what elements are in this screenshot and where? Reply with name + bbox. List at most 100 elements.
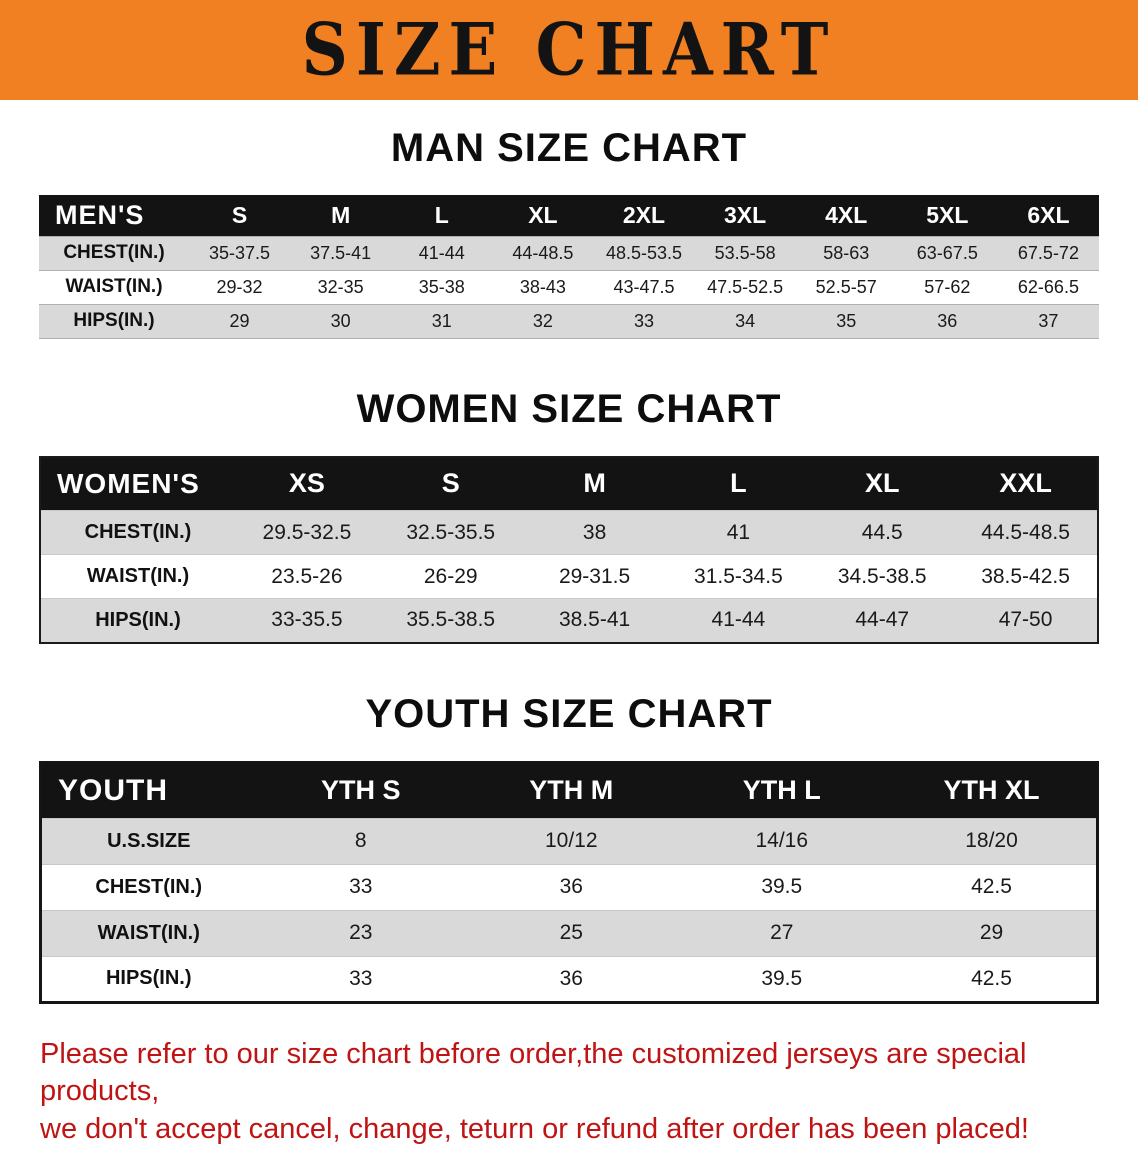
size-value-cell: 37 [1038,310,1059,331]
size-value-cell: 57-62 [924,276,971,297]
size-value-cell: 58-63 [823,242,870,263]
measurement-row: WAIST(IN.) 23 25 27 29 [40,910,1098,956]
size-value-cell: 34.5-38.5 [837,564,927,588]
size-column-header: YTH L [676,762,887,818]
size-value-cell: 67.5-72 [1017,242,1079,263]
row-label: U.S.SIZE [107,829,191,852]
size-column-header: 2XL [593,195,695,236]
men-size-table: MEN'S S M L XL 2XL 3XL 4XL 5XL 6XL CHEST(IN.) 35-37… [39,195,1099,339]
size-value-cell: 47.5-52.5 [707,276,784,297]
size-value-cell: 37.5-41 [310,242,372,263]
row-label: WAIST(IN.) [97,921,200,944]
row-label: HIPS(IN.) [105,967,192,989]
size-value-cell: 38 [582,520,607,544]
table-corner-label: WOMEN'S [40,456,235,511]
women-section: WOMEN SIZE CHART WOMEN'S XS S M L XL XXL CHEST(… [0,387,1138,644]
size-value-cell: 26-29 [423,564,478,588]
size-value-cell: 29 [979,921,1004,944]
size-value-cell: 52.5-57 [815,276,877,297]
size-column-header: L [391,195,493,236]
youth-section: YOUTH SIZE CHART YOUTH YTH S YTH M YTH L YTH… [0,692,1138,1004]
disclaimer-line-2: we don't accept cancel, change, teturn o… [40,1112,1029,1145]
size-value-cell: 23 [349,921,373,944]
size-value-cell: 18/20 [965,829,1018,852]
size-value-cell: 35-38 [418,276,465,297]
size-column-header: YTH M [466,762,677,818]
size-value-cell: 27 [770,921,794,944]
size-value-cell: 31.5-34.5 [694,564,783,588]
size-value-cell: 39.5 [761,875,803,898]
size-value-cell: 36 [937,310,958,331]
row-label: CHEST(IN.) [95,875,203,898]
size-column-header: L [666,456,811,511]
size-value-cell: 23.5-26 [271,564,343,588]
men-section: MAN SIZE CHART MEN'S S M L XL 2XL 3XL 4XL 5XL 6XL… [0,126,1138,339]
size-column-header: XL [492,195,594,236]
women-size-table: WOMEN'S XS S M L XL XXL CHEST(IN.) 29.5-32.5 32.5… [39,455,1099,644]
size-value-cell: 53.5-58 [714,242,776,263]
size-value-cell: 44.5 [861,520,903,544]
size-value-cell: 43-47.5 [613,276,675,297]
size-column-header: M [290,195,392,236]
size-value-cell: 38.5-41 [558,608,631,632]
size-value-cell: 35-37.5 [209,242,271,263]
size-value-cell: 41 [726,520,751,544]
size-column-header: XL [810,456,955,511]
size-value-cell: 33 [349,875,373,898]
size-value-cell: 48.5-53.5 [605,242,683,263]
size-value-cell: 32-35 [317,276,364,297]
table-header-row: WOMEN'S XS S M L XL XXL [40,456,1098,511]
size-column-header: XXL [954,456,1098,511]
size-value-cell: 33 [633,310,654,331]
size-value-cell: 25 [559,921,583,944]
size-value-cell: 44-47 [855,608,910,632]
measurement-row: U.S.SIZE 8 10/12 14/16 18/20 [40,818,1098,864]
size-column-header: 6XL [997,195,1099,236]
measurement-row: HIPS(IN.) 33 36 39.5 42.5 [40,956,1098,1002]
size-value-cell: 35.5-38.5 [406,608,496,632]
table-corner-label: MEN'S [39,195,189,236]
row-label: HIPS(IN.) [73,310,155,331]
size-column-header: YTH S [255,762,466,818]
size-column-header: M [522,456,667,511]
size-value-cell: 34 [735,310,756,331]
size-value-cell: 38.5-42.5 [981,564,1070,588]
men-heading: MAN SIZE CHART [390,126,748,170]
size-value-cell: 63-67.5 [916,242,978,263]
women-heading: WOMEN SIZE CHART [356,386,782,431]
size-column-header: 4XL [795,195,897,236]
size-value-cell: 62-66.5 [1017,276,1079,297]
size-column-header: XS [235,456,379,511]
size-column-header: S [378,456,523,511]
size-value-cell: 32 [532,310,553,331]
size-value-cell: 44.5-48.5 [981,520,1070,544]
size-value-cell: 39.5 [761,966,803,990]
row-label: WAIST(IN.) [86,565,190,587]
size-value-cell: 44-48.5 [512,242,574,263]
size-column-header: 5XL [896,195,998,236]
measurement-row: CHEST(IN.) 35-37.5 37.5-41 41-44 44-48.5 48.5… [39,236,1099,270]
measurement-row: CHEST(IN.) 33 36 39.5 42.5 [40,864,1098,910]
size-value-cell: 41-44 [711,608,766,632]
size-column-header: 3XL [694,195,796,236]
size-value-cell: 29.5-32.5 [262,520,352,544]
row-label: CHEST(IN.) [63,242,165,263]
size-value-cell: 8 [354,829,367,852]
size-value-cell: 33 [349,966,373,990]
size-value-cell: 42.5 [971,875,1012,898]
table-header-row: MEN'S S M L XL 2XL 3XL 4XL 5XL 6XL [39,195,1099,236]
size-value-cell: 47-50 [998,608,1053,632]
measurement-row: CHEST(IN.) 29.5-32.5 32.5-35.5 38 41 44.5 44.5… [40,510,1098,555]
size-column-header: YTH XL [887,762,1098,818]
size-value-cell: 31 [431,310,452,331]
size-value-cell: 36 [559,875,583,898]
row-label: WAIST(IN.) [65,276,163,297]
table-corner-label: YOUTH [40,762,256,818]
size-value-cell: 32.5-35.5 [406,520,496,544]
banner: SIZE CHART [0,0,1138,100]
measurement-row: WAIST(IN.) 29-32 32-35 35-38 38-43 43-47.5 47.… [39,270,1099,304]
size-value-cell: 42.5 [971,966,1012,990]
size-value-cell: 29 [229,310,250,331]
measurement-row: HIPS(IN.) 29 30 31 32 33 34 35 36 37 [39,304,1099,338]
table-header-row: YOUTH YTH S YTH M YTH L YTH XL [40,762,1098,818]
